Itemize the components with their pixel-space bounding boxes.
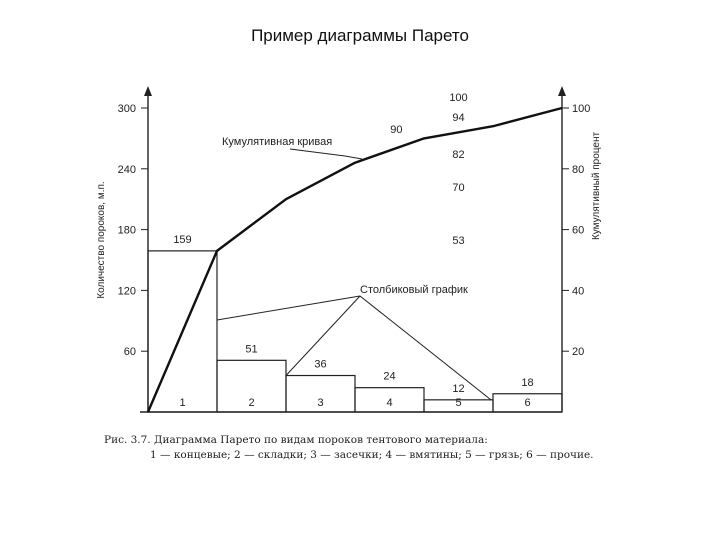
y-right-tick-label: 40 bbox=[572, 285, 584, 297]
x-tick-label: 6 bbox=[524, 397, 530, 409]
x-tick-label: 5 bbox=[455, 397, 461, 409]
labels-group: 159 1 51 2 36 3 24 4 12 5 18 6 53 70 82 90 94 100 bbox=[173, 92, 533, 409]
y-left-tick-label: 60 bbox=[124, 346, 136, 358]
bar-chart-annotation: Столбиковый график bbox=[360, 284, 468, 296]
figure-caption-line-1: Рис. 3.7. Диаграмма Парето по видам поро… bbox=[104, 434, 488, 446]
y-left-tick-label: 120 bbox=[118, 285, 136, 297]
y-left-tick-label: 180 bbox=[118, 225, 136, 237]
cumulative-label: 94 bbox=[452, 112, 464, 124]
x-tick-label: 3 bbox=[317, 397, 323, 409]
y-right-tick-label: 20 bbox=[572, 346, 584, 358]
annotations-group: Кумулятивная кривая Столбиковый график bbox=[216, 136, 492, 401]
y-axis-right-arrow bbox=[558, 86, 566, 96]
bar-value-label: 12 bbox=[452, 383, 464, 395]
bar-value-label: 36 bbox=[314, 359, 326, 371]
y-right-tick-label: 80 bbox=[572, 164, 584, 176]
bar-value-label: 51 bbox=[245, 343, 257, 355]
cumulative-curve-line bbox=[146, 106, 563, 413]
y-left-tick-label: 300 bbox=[118, 103, 136, 115]
bar-chart-leader bbox=[285, 295, 361, 376]
cumulative-label: 53 bbox=[452, 235, 464, 247]
x-tick-label: 1 bbox=[179, 397, 185, 409]
y-axis-right-title: Кумулятивный процент bbox=[591, 132, 602, 241]
y-right-tick-label: 60 bbox=[572, 225, 584, 237]
y-axis-left-arrow bbox=[144, 86, 152, 96]
bar-value-label: 24 bbox=[383, 371, 395, 383]
y-left-tick-label: 240 bbox=[118, 164, 136, 176]
cumulative-curve-annotation: Кумулятивная кривая bbox=[222, 136, 332, 148]
bar-value-label: 159 bbox=[173, 234, 191, 246]
y-axis-left-title: Количество пороков, м.п. bbox=[96, 181, 107, 298]
cumulative-label: 100 bbox=[449, 92, 467, 104]
bars-group bbox=[147, 250, 563, 413]
cumulative-curve-group bbox=[146, 106, 563, 413]
slide-title: Пример диаграммы Парето bbox=[251, 26, 469, 45]
cumulative-label: 70 bbox=[452, 182, 464, 194]
cumulative-label: 82 bbox=[452, 149, 464, 161]
bar-value-label: 18 bbox=[521, 377, 533, 389]
y-right-tick-label: 100 bbox=[572, 103, 590, 115]
cumulative-curve-leader bbox=[289, 148, 363, 160]
bar-chart-leader bbox=[216, 295, 361, 321]
cumulative-label: 90 bbox=[390, 124, 402, 136]
bar-chart-leader bbox=[359, 295, 492, 401]
x-tick-label: 2 bbox=[248, 397, 254, 409]
axes-group: 60 120 180 240 300 20 40 60 80 100 Количество поро… bbox=[96, 86, 602, 413]
x-tick-label: 4 bbox=[386, 397, 392, 409]
figure-caption-line-2: 1 — концевые; 2 — складки; 3 — засечки; … bbox=[150, 449, 594, 461]
